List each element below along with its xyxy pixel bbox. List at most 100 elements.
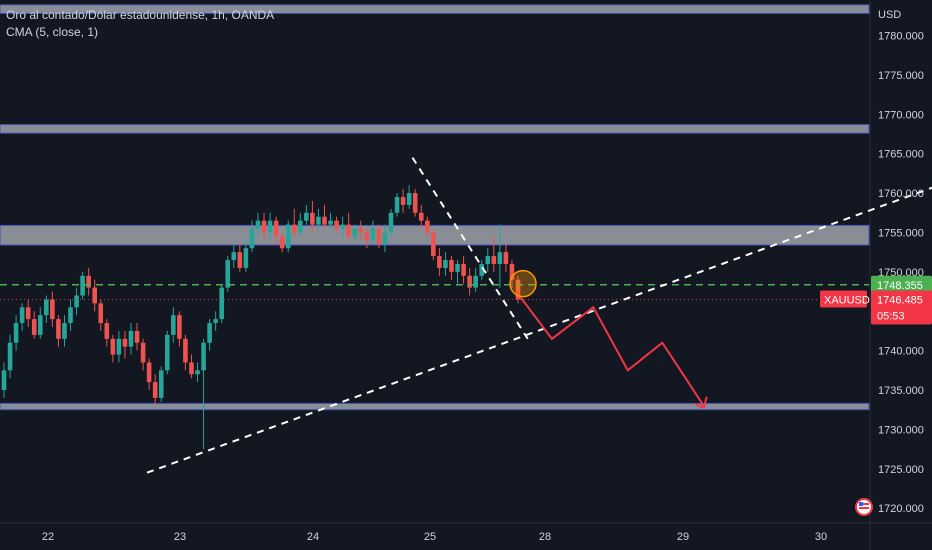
candle-body <box>195 370 200 375</box>
x-tick-label: 22 <box>42 531 54 543</box>
candle-body <box>255 220 261 229</box>
candle-body <box>62 323 67 339</box>
candle-body <box>418 212 424 221</box>
flag-icon[interactable] <box>855 498 873 516</box>
candle-body <box>340 224 345 229</box>
candle-body <box>249 228 255 249</box>
candle-body <box>479 263 485 276</box>
candle-body <box>449 260 454 272</box>
legend: Oro al contado/Dólar estadounidense, 1h,… <box>6 7 274 41</box>
y-tick-label: 1770.000 <box>878 109 924 121</box>
candle-body <box>225 260 231 288</box>
candle-body <box>50 299 55 320</box>
drawings[interactable] <box>0 110 932 474</box>
candle-body <box>189 362 194 375</box>
candle-body <box>74 295 79 308</box>
candle-body <box>400 197 406 205</box>
candle-body <box>44 299 49 316</box>
candle-body <box>80 275 85 296</box>
axes: 1780.000 1775.000 1770.000 1765.000 1760.000… <box>42 9 932 543</box>
y-tick-label: 1775.000 <box>878 70 924 82</box>
candle-body <box>461 263 466 276</box>
flag-icon-stripe <box>859 507 869 509</box>
level-badge-text: 1748.355 <box>877 280 923 292</box>
candle-body <box>267 220 273 233</box>
y-tick-label: 1735.000 <box>878 385 924 397</box>
zone-rect-1[interactable] <box>0 124 870 134</box>
candle-body <box>473 275 478 288</box>
candle-body <box>437 256 442 268</box>
candle-body <box>431 232 436 257</box>
candle-body <box>503 252 509 264</box>
candle-body <box>116 338 122 355</box>
x-tick-label: 25 <box>424 531 436 543</box>
candle-body <box>158 370 164 398</box>
candle-body <box>177 315 182 339</box>
candle-body <box>56 319 61 339</box>
y-tick-label: 1780.000 <box>878 31 924 43</box>
candle-body <box>310 212 315 225</box>
countdown-text: 05:53 <box>877 311 905 323</box>
candle-body <box>443 260 448 268</box>
candle-body <box>352 228 358 237</box>
y-tick-label: 1765.000 <box>878 149 924 161</box>
candle-body <box>394 197 400 213</box>
candle-body <box>68 307 73 324</box>
candle-body <box>316 216 321 225</box>
projection-path[interactable] <box>515 290 705 407</box>
candle-body <box>322 216 327 225</box>
candle-body <box>171 315 176 335</box>
zone-rect-3[interactable] <box>0 402 870 411</box>
candle-body <box>86 275 91 288</box>
candle-body <box>304 212 309 221</box>
x-tick-label: 24 <box>307 531 319 543</box>
currency-label: USD <box>878 9 901 21</box>
x-tick-label: 29 <box>677 531 689 543</box>
candle-body <box>31 319 37 335</box>
candle-body <box>455 263 460 272</box>
candle-body <box>491 256 497 264</box>
candle-body <box>509 263 515 280</box>
candle-body <box>37 315 43 335</box>
candle-body <box>467 275 472 288</box>
candle-body <box>140 342 146 363</box>
candle-body <box>25 307 31 320</box>
flag-icon-stripe <box>859 503 869 505</box>
candle-body <box>364 232 370 241</box>
candle-body <box>219 287 224 320</box>
candle-body <box>370 228 376 241</box>
candle-body <box>201 342 206 371</box>
highlight-marker[interactable] <box>509 269 537 298</box>
candle-body <box>213 319 218 324</box>
ticker-badge-text: XAUUSD <box>824 295 870 307</box>
candle-body <box>183 338 188 363</box>
candle-body <box>7 342 13 371</box>
candle-body <box>279 236 285 249</box>
symbol-title[interactable]: Oro al contado/Dólar estadounidense, 1h,… <box>6 8 275 22</box>
candle-body <box>104 323 110 339</box>
y-tick-label: 1720.000 <box>878 503 924 515</box>
candle-body <box>134 330 140 343</box>
zone-rect-0[interactable] <box>0 4 870 14</box>
candle-body <box>231 252 237 261</box>
trend-line-1[interactable] <box>411 157 529 340</box>
candle-body <box>122 338 128 347</box>
candle-body <box>146 362 152 383</box>
x-tick-label: 30 <box>815 531 827 543</box>
candle-body <box>358 228 364 233</box>
candle-body <box>273 220 279 237</box>
candle-body <box>291 224 297 233</box>
candle-body <box>237 252 243 268</box>
y-tick-label: 1725.000 <box>878 464 924 476</box>
candle-body <box>406 193 412 205</box>
indicator-label[interactable]: CMA (5, close, 1) <box>6 25 99 39</box>
candle-body <box>485 256 491 264</box>
y-tick-label: 1755.000 <box>878 227 924 239</box>
last-price-badge[interactable] <box>871 290 932 325</box>
candle-body <box>19 307 25 324</box>
level-badge[interactable] <box>871 275 932 294</box>
ticker-badge[interactable] <box>820 290 867 308</box>
